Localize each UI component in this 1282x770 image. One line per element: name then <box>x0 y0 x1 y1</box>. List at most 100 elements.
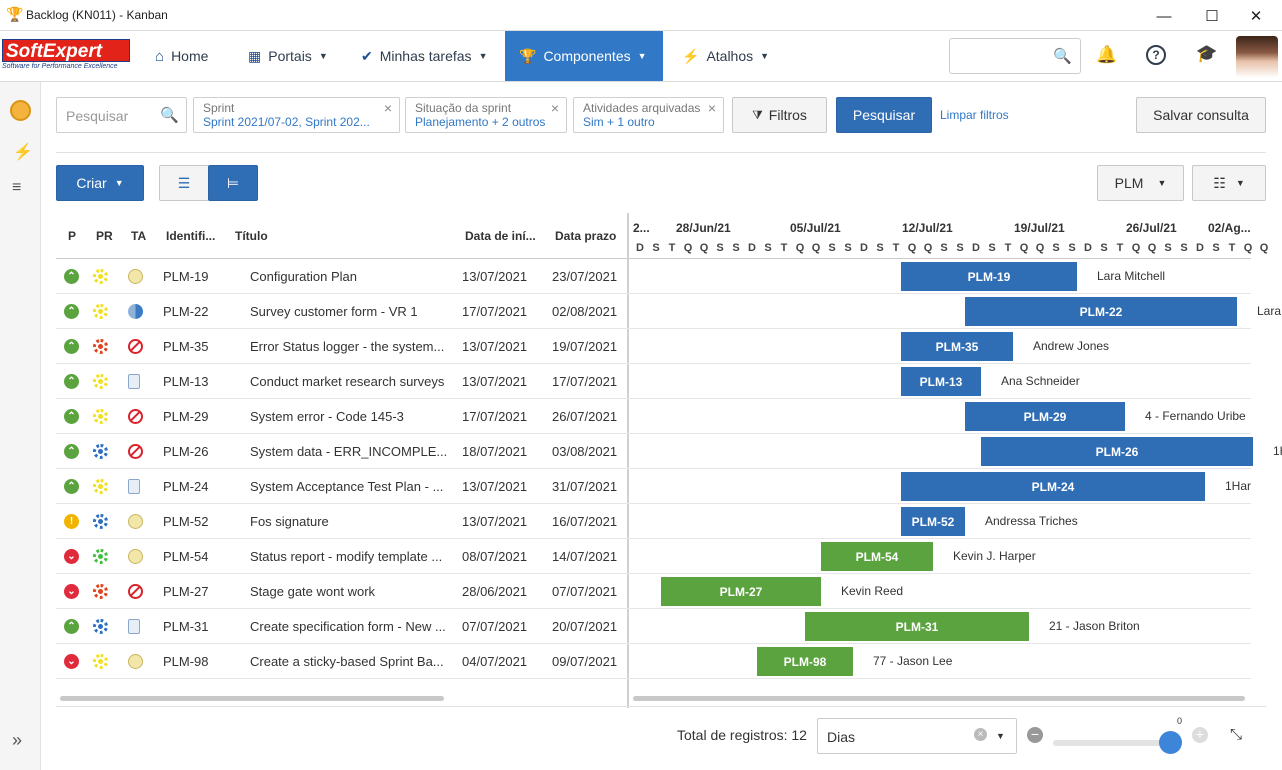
gantt-view-button[interactable]: ⊨ <box>208 165 258 201</box>
gantt-day-label: Q <box>1131 242 1141 254</box>
gantt-bar[interactable]: PLM-26 <box>981 437 1253 466</box>
close-icon[interactable]: × <box>550 100 559 116</box>
gantt-bar-owner: Andrew Jones <box>1033 339 1110 353</box>
close-icon[interactable]: × <box>707 100 716 116</box>
gantt-bar[interactable]: PLM-35 <box>901 332 1013 361</box>
cell-title: Fos signature <box>250 514 329 529</box>
maximize-button[interactable]: ☐ <box>1205 8 1219 25</box>
nav-minhas-tarefas[interactable]: ✔ Minhas tarefas ▼ <box>361 47 488 65</box>
filter-chip-situacao[interactable]: Situação da sprint Planejamento + 2 outro… <box>405 97 567 133</box>
gantt-bar[interactable]: PLM-31 <box>805 612 1029 641</box>
bell-icon[interactable]: 🔔 <box>1096 45 1118 64</box>
gantt-day-label: D <box>860 242 868 254</box>
table-row[interactable]: ⌃ PLM-22 Survey customer form - VR 1 17/07/… <box>56 294 1281 329</box>
graduation-cap-icon[interactable]: 🎓 <box>1196 44 1218 63</box>
table-row[interactable]: ⌄ PLM-98 Create a sticky-based Sprint Ba..… <box>56 644 1251 679</box>
global-search-input[interactable]: 🔍 <box>949 38 1081 74</box>
search-input[interactable]: Pesquisar 🔍 <box>56 97 187 133</box>
plm-dropdown[interactable]: PLM ▼ <box>1097 165 1184 201</box>
gantt-bar[interactable]: PLM-98 <box>757 647 853 676</box>
progress-status-icon <box>93 654 108 669</box>
clear-icon[interactable]: × <box>974 728 987 741</box>
progress-status-icon <box>93 514 108 529</box>
table-scrollbar[interactable] <box>60 696 444 701</box>
nav-componentes[interactable]: 🏆 Componentes ▼ <box>505 31 663 81</box>
table-row[interactable]: ⌃ PLM-26 System data - ERR_INCOMPLE... 18/0… <box>56 434 1282 469</box>
table-row[interactable]: ⌃ PLM-29 System error - Code 145-3 17/07/20… <box>56 399 1251 434</box>
progress-status-icon <box>93 549 108 564</box>
col-header-pr[interactable]: PR <box>96 229 113 243</box>
progress-status-icon <box>93 409 108 424</box>
divider <box>56 152 1266 153</box>
expand-icon[interactable]: » <box>12 730 23 750</box>
table-row[interactable]: ⌃ PLM-24 System Acceptance Test Plan - ...… <box>56 469 1251 504</box>
pesquisar-button[interactable]: Pesquisar <box>836 97 932 133</box>
zoom-slider[interactable] <box>1053 740 1171 746</box>
filter-icon[interactable]: ≡ <box>12 179 22 196</box>
nav-portais[interactable]: ▦ Portais ▼ <box>248 47 328 65</box>
priority-icon: ⌃ <box>64 339 79 354</box>
table-row[interactable]: ⌄ PLM-54 Status report - modify template .… <box>56 539 1251 574</box>
progress-status-icon <box>93 584 108 599</box>
trophy-icon: 🏆 <box>519 47 537 64</box>
gantt-bar[interactable]: PLM-54 <box>821 542 933 571</box>
cell-id: PLM-27 <box>163 584 209 599</box>
close-icon[interactable]: × <box>383 100 392 116</box>
progress-status-icon <box>93 339 108 354</box>
gantt-day-label: S <box>828 242 836 254</box>
col-header-titulo[interactable]: Título <box>235 229 268 243</box>
gantt-bar-owner: Andressa Triches <box>985 514 1078 528</box>
nav-atalhos[interactable]: ⚡ Atalhos ▼ <box>682 47 770 65</box>
col-header-id[interactable]: Identifi... <box>166 229 216 243</box>
lightning-icon[interactable]: ⚡ <box>13 144 33 161</box>
help-icon[interactable]: ? <box>1146 45 1166 65</box>
table-row[interactable]: ⌄ PLM-27 Stage gate wont work 28/06/2021 07/… <box>56 574 1251 609</box>
col-header-prazo[interactable]: Data prazo <box>555 229 617 243</box>
gantt-bar[interactable]: PLM-29 <box>965 402 1125 431</box>
col-header-p[interactable]: P <box>68 229 77 243</box>
zoom-in-icon[interactable]: + <box>1192 727 1208 743</box>
table-row[interactable]: ⌃ PLM-35 Error Status logger - the system.… <box>56 329 1251 364</box>
columns-dropdown[interactable]: ☷ ▼ <box>1192 165 1266 201</box>
zoom-slider-handle[interactable] <box>1159 731 1182 754</box>
clock-icon <box>128 549 143 564</box>
cell-start: 17/07/2021 <box>462 304 528 319</box>
table-row[interactable]: ⌃ PLM-19 Configuration Plan 13/07/2021 23/07… <box>56 259 1251 294</box>
gantt-bar[interactable]: PLM-24 <box>901 472 1205 501</box>
cell-due: 17/07/2021 <box>552 374 618 389</box>
collapse-icon[interactable]: ⤡ <box>1230 726 1243 743</box>
table-row[interactable]: ⌃ PLM-13 Conduct market research surveys 13… <box>56 364 1251 399</box>
avatar[interactable] <box>1236 36 1278 78</box>
close-window-button[interactable]: ✕ <box>1249 8 1263 25</box>
table-row[interactable]: ! PLM-52 Fos signature 13/07/2021 16/07/2021… <box>56 504 1251 539</box>
criar-button[interactable]: Criar ▼ <box>56 165 144 201</box>
limpar-filtros-link[interactable]: Limpar filtros <box>940 108 1009 122</box>
gantt-week-label: 02/Ag... <box>1208 221 1251 235</box>
nav-home[interactable]: ⌂ Home <box>155 47 209 65</box>
gantt-bar[interactable]: PLM-13 <box>901 367 981 396</box>
gantt-bar[interactable]: PLM-27 <box>661 577 821 606</box>
table-row[interactable]: ⌃ PLM-31 Create specification form - New .… <box>56 609 1251 644</box>
col-header-ta[interactable]: TA <box>131 229 147 243</box>
col-header-inicio[interactable]: Data de iní... <box>465 229 536 243</box>
columns-icon: ☷ <box>1213 174 1226 191</box>
gantt-scrollbar[interactable] <box>633 696 1245 701</box>
gantt-bar-owner: Kevin J. Harper <box>953 549 1036 563</box>
caret-down-icon: ▼ <box>996 731 1005 741</box>
softexpert-logo[interactable]: SoftExpert Software for Performance Exce… <box>2 39 130 75</box>
scale-select[interactable]: Dias × ▼ <box>817 718 1017 754</box>
gantt-bar[interactable]: PLM-22 <box>965 297 1237 326</box>
gantt-day-label: S <box>1212 242 1220 254</box>
filter-chip-sprint[interactable]: Sprint Sprint 2021/07-02, Sprint 202... × <box>193 97 400 133</box>
salvar-consulta-button[interactable]: Salvar consulta <box>1136 97 1266 133</box>
gantt-bar[interactable]: PLM-52 <box>901 507 965 536</box>
gantt-bar[interactable]: PLM-19 <box>901 262 1077 291</box>
kanban-icon[interactable] <box>10 100 31 121</box>
filtros-button[interactable]: ⧩ Filtros <box>732 97 827 133</box>
list-view-button[interactable]: ☰ <box>159 165 209 201</box>
filter-chip-arquivadas[interactable]: Atividades arquivadas Sim + 1 outro × <box>573 97 724 133</box>
blocked-icon <box>128 339 143 354</box>
grid-splitter[interactable] <box>627 213 629 708</box>
zoom-out-icon[interactable]: − <box>1027 727 1043 743</box>
minimize-button[interactable]: — <box>1156 7 1172 25</box>
